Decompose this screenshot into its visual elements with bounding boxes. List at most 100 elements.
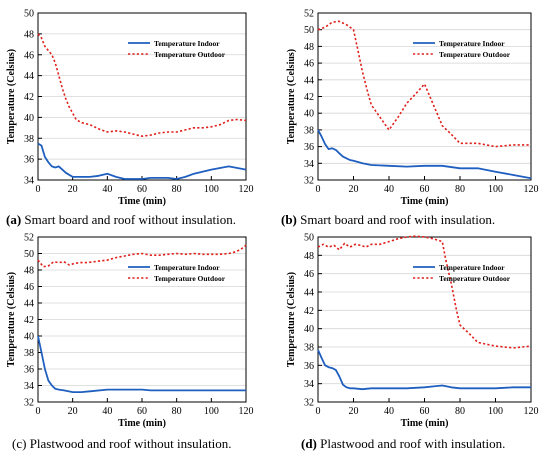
caption-b: (b) Smart board and roof with insulation… bbox=[281, 212, 495, 228]
y-tick-label: 32 bbox=[24, 398, 34, 409]
y-axis-title: Temperature (Celsius) bbox=[286, 49, 297, 144]
y-tick-label: 36 bbox=[304, 361, 314, 372]
y-tick-label: 48 bbox=[304, 42, 314, 53]
x-axis-title: Time (min) bbox=[401, 418, 449, 429]
x-tick-label: 60 bbox=[420, 184, 430, 195]
caption-b-label: (b) bbox=[281, 212, 297, 227]
y-tick-label: 46 bbox=[304, 59, 314, 70]
y-tick-label: 32 bbox=[304, 176, 314, 187]
caption-b-text: Smart board and roof with insulation. bbox=[300, 212, 496, 227]
series-line-outdoor bbox=[37, 244, 247, 268]
legend-label: Temperature Outdoor bbox=[439, 50, 511, 59]
y-tick-label: 48 bbox=[24, 266, 34, 277]
y-tick-label: 44 bbox=[24, 71, 34, 82]
y-tick-label: 40 bbox=[24, 113, 34, 124]
legend-label: Temperature Indoor bbox=[439, 39, 505, 48]
x-tick-label: 120 bbox=[524, 406, 539, 417]
x-tick-label: 80 bbox=[455, 406, 465, 417]
y-tick-label: 42 bbox=[24, 92, 34, 103]
y-tick-label: 42 bbox=[304, 306, 314, 317]
x-tick-label: 80 bbox=[172, 406, 182, 417]
y-tick-label: 38 bbox=[304, 125, 314, 136]
x-tick-label: 20 bbox=[349, 406, 359, 417]
x-tick-label: 0 bbox=[316, 406, 321, 417]
legend-label: Temperature Outdoor bbox=[439, 274, 511, 283]
y-tick-label: 48 bbox=[304, 251, 314, 262]
plot-frame bbox=[317, 236, 532, 403]
y-axis-title: Temperature (Celsius) bbox=[6, 49, 17, 144]
y-tick-label: 38 bbox=[24, 134, 34, 145]
legend-label: Temperature Indoor bbox=[439, 263, 505, 272]
legend-label: Temperature Outdoor bbox=[154, 274, 226, 283]
x-tick-label: 60 bbox=[137, 184, 147, 195]
series-line-outdoor bbox=[317, 20, 531, 148]
y-tick-label: 46 bbox=[304, 269, 314, 280]
x-tick-label: 100 bbox=[488, 184, 503, 195]
y-tick-label: 36 bbox=[24, 155, 34, 166]
y-tick-label: 52 bbox=[24, 233, 34, 244]
y-tick-label: 40 bbox=[24, 332, 34, 343]
series-line-outdoor bbox=[37, 33, 247, 137]
y-tick-label: 36 bbox=[24, 365, 34, 376]
y-tick-label: 42 bbox=[304, 92, 314, 103]
y-tick-label: 34 bbox=[304, 159, 314, 170]
caption-a-label: (a) bbox=[6, 212, 22, 227]
y-tick-label: 36 bbox=[304, 142, 314, 153]
x-tick-label: 120 bbox=[239, 184, 254, 195]
x-tick-label: 120 bbox=[524, 184, 539, 195]
series-line-indoor bbox=[317, 349, 531, 391]
y-tick-label: 50 bbox=[24, 249, 34, 260]
caption-d-label: (d) bbox=[301, 436, 317, 451]
caption-d: (d) Plastwood and roof with insulation. bbox=[301, 436, 505, 452]
x-tick-label: 100 bbox=[488, 406, 503, 417]
y-tick-label: 42 bbox=[24, 315, 34, 326]
caption-c-text: Plastwood and roof without insulation. bbox=[29, 436, 232, 451]
series-line-indoor bbox=[37, 335, 246, 394]
x-tick-label: 80 bbox=[455, 184, 465, 195]
x-tick-label: 60 bbox=[420, 406, 430, 417]
y-tick-label: 40 bbox=[304, 324, 314, 335]
caption-c-label: (c) bbox=[12, 436, 27, 451]
legend-label: Temperature Indoor bbox=[154, 39, 220, 48]
y-tick-label: 34 bbox=[24, 176, 34, 187]
caption-a-text: Smart board and roof without insulation. bbox=[24, 212, 237, 227]
y-tick-label: 34 bbox=[24, 381, 34, 392]
y-tick-label: 46 bbox=[24, 282, 34, 293]
x-tick-label: 40 bbox=[102, 406, 112, 417]
y-tick-label: 50 bbox=[304, 233, 314, 244]
series-line-indoor bbox=[317, 129, 532, 180]
x-axis-title: Time (min) bbox=[401, 196, 449, 207]
chart-panel-b: 32 34 36 38 40 42 44 46 48 50 52 0 20 40 60 80 100 120 Tim… bbox=[286, 9, 539, 208]
y-tick-label: 52 bbox=[304, 9, 314, 20]
x-tick-label: 40 bbox=[102, 184, 112, 195]
legend-label: Temperature Indoor bbox=[154, 263, 220, 272]
y-axis-title: Temperature (Celsius) bbox=[6, 272, 17, 367]
y-tick-label: 44 bbox=[24, 299, 34, 310]
caption-a: (a) Smart board and roof without insulat… bbox=[6, 212, 236, 228]
chart-panel-d: 32 34 36 38 40 42 44 46 48 50 0 20 40 60 80 100 120 Time … bbox=[286, 233, 539, 430]
x-tick-label: 0 bbox=[316, 184, 321, 195]
chart-panel-c: 32 34 36 38 40 42 44 46 48 50 52 0 20 40 60 80 100 120 Tim… bbox=[6, 233, 254, 430]
x-tick-label: 60 bbox=[137, 406, 147, 417]
y-tick-label: 46 bbox=[24, 50, 34, 61]
y-tick-label: 38 bbox=[304, 343, 314, 354]
y-tick-label: 32 bbox=[304, 398, 314, 409]
caption-c: (c) Plastwood and roof without insulatio… bbox=[12, 436, 232, 452]
series-line-outdoor bbox=[317, 235, 532, 349]
series-line-indoor bbox=[37, 142, 247, 180]
y-axis-title: Temperature (Celsius) bbox=[286, 272, 297, 367]
x-tick-label: 20 bbox=[68, 184, 78, 195]
y-tick-label: 40 bbox=[304, 109, 314, 120]
x-axis-title: Time (min) bbox=[118, 196, 166, 207]
x-tick-label: 0 bbox=[36, 184, 41, 195]
y-tick-label: 50 bbox=[24, 9, 34, 20]
x-tick-label: 100 bbox=[204, 184, 219, 195]
y-tick-label: 44 bbox=[304, 75, 314, 86]
x-tick-label: 20 bbox=[349, 184, 359, 195]
y-tick-label: 44 bbox=[304, 288, 314, 299]
x-tick-label: 100 bbox=[204, 406, 219, 417]
caption-d-text: Plastwood and roof with insulation. bbox=[320, 436, 506, 451]
x-tick-label: 40 bbox=[384, 406, 394, 417]
x-tick-label: 0 bbox=[36, 406, 41, 417]
